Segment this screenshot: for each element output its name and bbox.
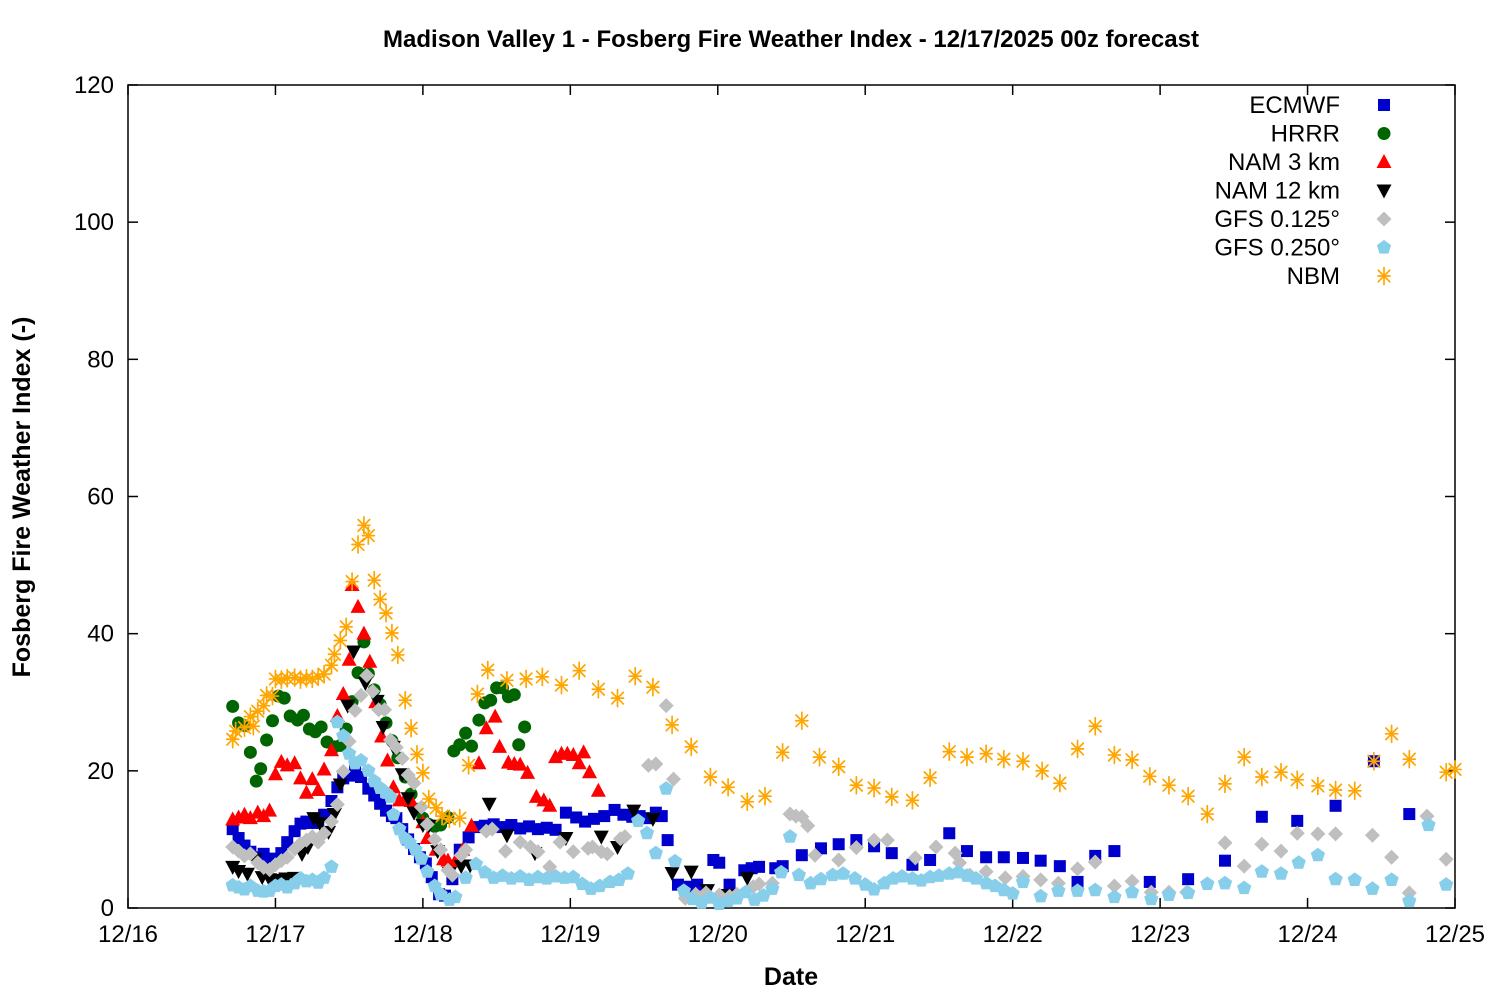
legend-marker-pentagon-icon — [1376, 240, 1392, 254]
legend-item-gfs-0-250-: GFS 0.250° — [1214, 235, 1392, 262]
x-tick-label: 12/21 — [835, 921, 895, 948]
chart-title: Madison Valley 1 - Fosberg Fire Weather … — [383, 26, 1199, 53]
legend-marker-triangle-up-icon — [1376, 154, 1392, 168]
x-tick-label: 12/16 — [98, 921, 158, 948]
legend-item-nam-12-km: NAM 12 km — [1215, 178, 1392, 205]
legend-item-hrrr: HRRR — [1271, 121, 1391, 148]
legend-marker-triangle-down-icon — [1376, 184, 1392, 199]
legend-label: NBM — [1287, 263, 1340, 290]
series-nbm — [225, 515, 1462, 829]
legend-marker-circle-icon — [1377, 127, 1391, 140]
x-axis-label: Date — [764, 963, 818, 991]
x-tick-label: 12/24 — [1278, 921, 1338, 948]
x-tick-label: 12/20 — [688, 921, 748, 948]
legend-label: HRRR — [1271, 121, 1340, 148]
x-tick-label: 12/23 — [1130, 921, 1190, 948]
data-points — [225, 515, 1462, 910]
legend-marker-diamond-icon — [1376, 211, 1392, 227]
series-gfs-0-250- — [225, 714, 1454, 910]
legend-label: NAM 12 km — [1215, 178, 1340, 205]
plot-axes: 12/16 12/17 12/18 12/19 12/20 12/21 12/22 12/23… — [74, 72, 1485, 948]
x-tick-label: 12/25 — [1425, 921, 1485, 948]
legend-marker-square-icon — [1378, 99, 1390, 111]
y-tick-label: 120 — [74, 72, 114, 99]
legend-item-gfs-0-125-: GFS 0.125° — [1214, 206, 1392, 233]
y-tick-label: 60 — [87, 484, 114, 511]
y-tick-label: 40 — [87, 621, 114, 648]
legend-label: GFS 0.125° — [1214, 206, 1340, 233]
legend-label: ECMWF — [1249, 92, 1340, 119]
y-tick-label: 100 — [74, 209, 114, 236]
legend-marker-asterisk-icon — [1377, 266, 1391, 286]
x-tick-label: 12/19 — [540, 921, 600, 948]
legend-label: NAM 3 km — [1228, 149, 1340, 176]
legend-item-ecmwf: ECMWF — [1249, 92, 1390, 119]
x-tick-label: 12/17 — [245, 921, 305, 948]
legend-item-nbm: NBM — [1287, 263, 1391, 290]
x-tick-label: 12/18 — [393, 921, 453, 948]
y-tick-label: 20 — [87, 758, 114, 785]
legend-label: GFS 0.250° — [1214, 235, 1340, 262]
y-tick-label: 80 — [87, 346, 114, 373]
series-gfs-0-125- — [225, 668, 1454, 906]
x-tick-label: 12/22 — [983, 921, 1043, 948]
legend-item-nam-3-km: NAM 3 km — [1228, 149, 1392, 176]
y-axis-label: Fosberg Fire Weather Index (-) — [8, 317, 36, 678]
y-tick-label: 0 — [101, 895, 114, 922]
